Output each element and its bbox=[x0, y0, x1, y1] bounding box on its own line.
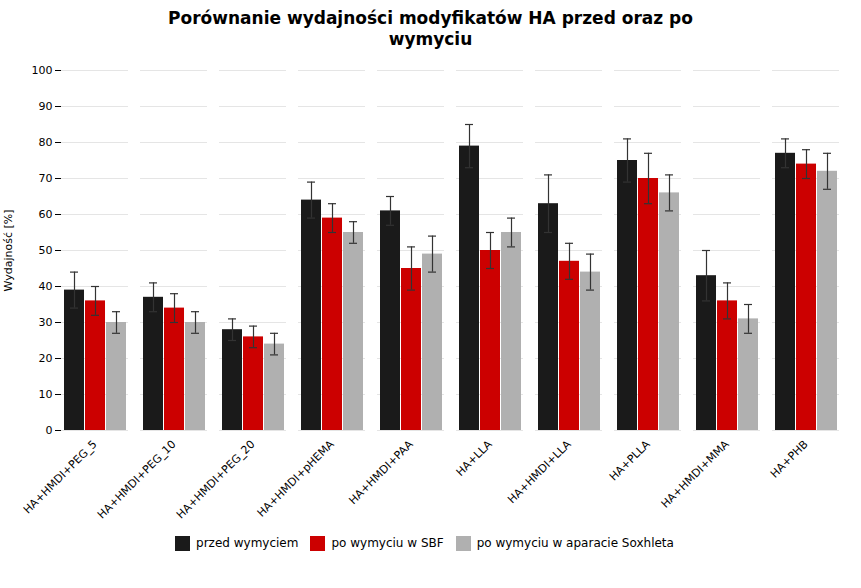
svg-text:HA+HMDI+PEG_5: HA+HMDI+PEG_5 bbox=[21, 437, 100, 516]
svg-text:HA+LLA: HA+LLA bbox=[454, 437, 495, 478]
svg-text:HA+HMDI+PAA: HA+HMDI+PAA bbox=[346, 437, 416, 507]
svg-text:30: 30 bbox=[39, 316, 53, 329]
svg-text:HA+HMDI+PEG_20: HA+HMDI+PEG_20 bbox=[174, 437, 258, 521]
html-text:przed wymyciem: przed wymyciem bbox=[196, 536, 299, 550]
html-text:po wymyciu w SBF: po wymyciu w SBF bbox=[331, 536, 444, 550]
svg-text:Wydajność [%]: Wydajność [%] bbox=[2, 209, 15, 291]
svg-text:HA+HMDI+PEG_10: HA+HMDI+PEG_10 bbox=[95, 437, 179, 521]
html-text:Porównanie wydajności modyfika: Porównanie wydajności modyfikatów HA prz… bbox=[168, 8, 693, 50]
svg-text:0: 0 bbox=[46, 424, 53, 437]
svg-text:40: 40 bbox=[39, 280, 53, 293]
svg-text:50: 50 bbox=[39, 244, 53, 257]
svg-text:HA+HMDI+pHEMA: HA+HMDI+pHEMA bbox=[255, 437, 337, 519]
svg-text:10: 10 bbox=[39, 388, 53, 401]
svg-text:HA+HMDI+MMA: HA+HMDI+MMA bbox=[659, 437, 732, 510]
svg-text:60: 60 bbox=[39, 208, 53, 221]
html-text:po wymyciu w aparacie Soxhleta: po wymyciu w aparacie Soxhleta bbox=[476, 536, 674, 550]
svg-text:80: 80 bbox=[39, 136, 53, 149]
svg-text:100: 100 bbox=[32, 64, 53, 77]
svg-text:20: 20 bbox=[39, 352, 53, 365]
svg-text:HA+HMDI+LLA: HA+HMDI+LLA bbox=[505, 437, 574, 506]
svg-text:70: 70 bbox=[39, 172, 53, 185]
svg-text:HA+PHB: HA+PHB bbox=[768, 437, 811, 480]
svg-text:90: 90 bbox=[39, 100, 53, 113]
svg-text:HA+PLLA: HA+PLLA bbox=[607, 437, 653, 483]
